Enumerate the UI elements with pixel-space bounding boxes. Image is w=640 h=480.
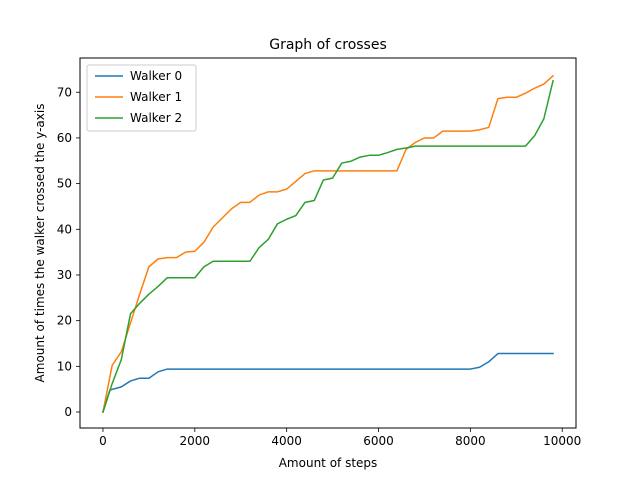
series-group xyxy=(102,74,555,413)
x-axis-label: Amount of steps xyxy=(279,456,378,470)
x-tick-label: 10000 xyxy=(543,434,581,448)
series-line-walker-1 xyxy=(102,74,555,413)
y-tick-label: 10 xyxy=(57,359,72,373)
legend-label-walker-2: Walker 2 xyxy=(130,111,182,125)
chart-title: Graph of crosses xyxy=(269,37,387,53)
y-tick-label: 0 xyxy=(64,405,72,419)
plot-area xyxy=(79,57,577,429)
legend-label-walker-0: Walker 0 xyxy=(130,69,182,83)
legend: Walker 0 Walker 1 Walker 2 xyxy=(86,64,197,132)
y-tick-label: 40 xyxy=(57,222,72,236)
x-tick-label: 0 xyxy=(99,434,107,448)
legend-label-walker-1: Walker 1 xyxy=(130,90,182,104)
x-axis-ticks: 0 2000 4000 6000 8000 10000 xyxy=(99,428,581,448)
series-line-walker-0 xyxy=(102,352,554,413)
x-tick-label: 6000 xyxy=(363,434,394,448)
y-tick-label: 30 xyxy=(57,268,72,282)
y-tick-label: 20 xyxy=(57,314,72,328)
series-line-walker-2 xyxy=(102,79,554,413)
y-tick-label: 70 xyxy=(57,85,72,99)
axes-frame xyxy=(79,57,577,429)
legend-box xyxy=(86,64,197,132)
x-tick-label: 2000 xyxy=(180,434,211,448)
y-tick-label: 60 xyxy=(57,131,72,145)
x-tick-label: 4000 xyxy=(271,434,302,448)
y-axis-label: Amount of times the walker crossed the y… xyxy=(33,104,47,383)
x-tick-label: 8000 xyxy=(455,434,486,448)
y-axis-ticks: 0 10 20 30 40 50 60 70 xyxy=(57,85,80,419)
y-tick-label: 50 xyxy=(57,177,72,191)
